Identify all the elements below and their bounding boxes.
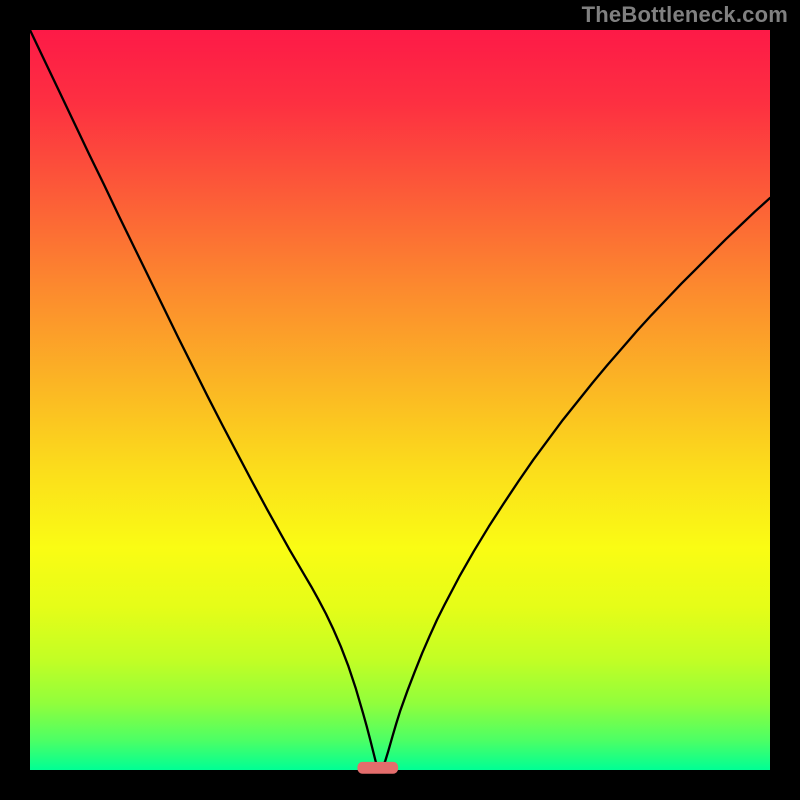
watermark-text: TheBottleneck.com — [582, 2, 788, 28]
plot-background — [30, 30, 770, 770]
chart-container: TheBottleneck.com — [0, 0, 800, 800]
bottleneck-chart — [0, 0, 800, 800]
optimum-marker — [357, 762, 398, 774]
